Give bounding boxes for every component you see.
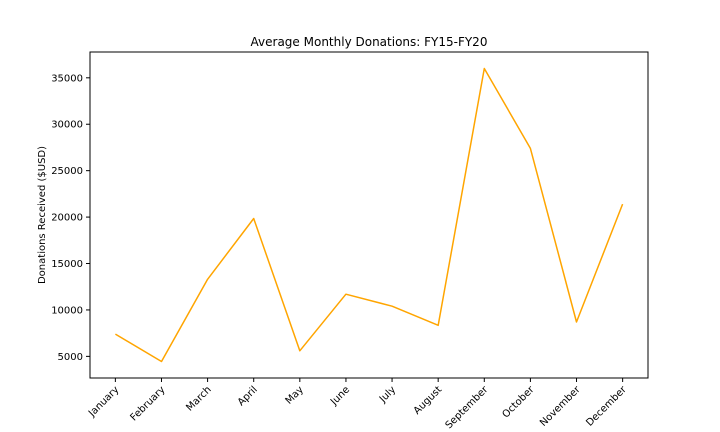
x-tick-label-september: September bbox=[444, 384, 491, 431]
y-tick-label-30000: 30000 bbox=[51, 120, 83, 131]
y-tick-label-35000: 35000 bbox=[51, 73, 83, 84]
x-tick-label-may: May bbox=[284, 384, 306, 406]
x-tick-label-november: November bbox=[538, 384, 583, 429]
y-axis-label: Donations Received ($USD) bbox=[37, 146, 48, 284]
x-tick-label-april: April bbox=[236, 384, 260, 408]
x-tick-label-december: December bbox=[584, 384, 629, 429]
y-tick-label-20000: 20000 bbox=[51, 213, 83, 224]
plot-frame bbox=[89, 51, 649, 379]
y-tick-label-10000: 10000 bbox=[51, 305, 83, 316]
x-tick-label-march: March bbox=[184, 384, 213, 413]
y-tick-label-15000: 15000 bbox=[51, 259, 83, 270]
plot-area: 5000 10000 15000 20000 25000 30000 35000 Januar… bbox=[51, 51, 649, 431]
y-tick-label-25000: 25000 bbox=[51, 166, 83, 177]
x-tick-label-january: January bbox=[86, 384, 121, 419]
series-line-1 bbox=[115, 67, 624, 363]
x-tick-label-july: July bbox=[377, 384, 398, 405]
y-tick-label-5000: 5000 bbox=[58, 352, 83, 363]
chart-title: Average Monthly Donations: FY15-FY20 bbox=[251, 35, 488, 49]
x-tick-label-october: October bbox=[500, 384, 537, 421]
x-tick-label-august: August bbox=[412, 384, 445, 417]
x-tick-label-june: June bbox=[328, 384, 352, 408]
x-tick-label-february: February bbox=[128, 384, 167, 423]
